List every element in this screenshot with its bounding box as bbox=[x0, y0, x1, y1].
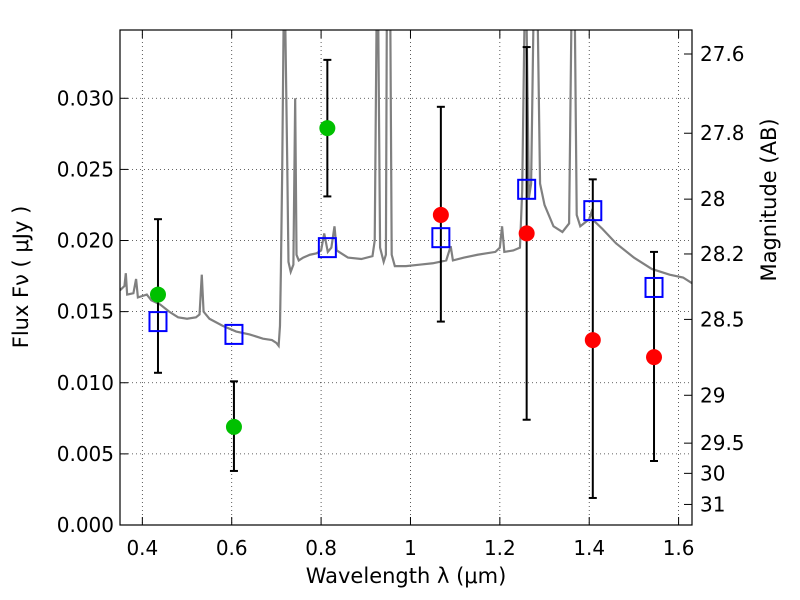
green-data-point bbox=[225, 418, 242, 435]
y2-tick-label: 28.2 bbox=[700, 242, 745, 266]
model-square-marker bbox=[431, 227, 451, 249]
y2-tick-label: 28.5 bbox=[700, 307, 745, 331]
y-tick-label: 0.030 bbox=[57, 86, 114, 110]
y2-tick-label: 29 bbox=[700, 383, 725, 407]
data-markers bbox=[148, 120, 664, 435]
y-tick-label: 0.020 bbox=[57, 229, 114, 253]
y2-tick-label: 27.6 bbox=[700, 42, 745, 66]
y-tick-label: 0.000 bbox=[57, 513, 114, 537]
y2-tick-label: 29.5 bbox=[700, 431, 745, 455]
y2-axis-label: Magnitude (AB) bbox=[757, 118, 781, 281]
y-tick-label: 0.010 bbox=[57, 371, 114, 395]
red-data-point bbox=[646, 349, 663, 366]
model-square-marker bbox=[148, 311, 168, 333]
y2-tick-label: 28 bbox=[700, 187, 725, 211]
y-tick-label: 0.025 bbox=[57, 157, 114, 181]
y-tick-label: 0.015 bbox=[57, 300, 114, 324]
green-data-point bbox=[149, 286, 166, 303]
x-axis-label: Wavelength λ (μm) bbox=[306, 564, 507, 588]
y2-tick-label: 30 bbox=[700, 461, 725, 485]
y-axis-label: Flux Fν ( μJy ) bbox=[9, 206, 33, 349]
axis-ticks bbox=[120, 30, 692, 526]
model-square-marker bbox=[224, 323, 244, 345]
plot-area bbox=[120, 30, 692, 499]
model-square-marker bbox=[317, 237, 337, 259]
red-data-point bbox=[584, 332, 601, 349]
red-data-point bbox=[518, 225, 535, 242]
model-square-marker bbox=[644, 276, 664, 298]
y2-tick-label: 27.8 bbox=[700, 121, 745, 145]
x-tick-label: 1 bbox=[404, 536, 417, 560]
x-tick-label: 0.4 bbox=[126, 536, 158, 560]
x-tick-label: 0.6 bbox=[216, 536, 248, 560]
tick-labels: 0.4 0.6 0.8 1 1.2 1.4 1.6 0.000 0.005 0.010 0.015 0… bbox=[57, 42, 745, 560]
model-square-marker bbox=[517, 178, 537, 200]
red-data-point bbox=[432, 206, 449, 223]
plot-frame bbox=[119, 29, 693, 526]
x-tick-label: 1.4 bbox=[573, 536, 605, 560]
grid-lines bbox=[120, 30, 692, 526]
x-tick-label: 0.8 bbox=[305, 536, 337, 560]
x-tick-label: 1.2 bbox=[484, 536, 516, 560]
y-tick-label: 0.005 bbox=[57, 442, 114, 466]
y2-tick-label: 31 bbox=[700, 492, 725, 516]
green-data-point bbox=[319, 120, 336, 137]
x-tick-label: 1.6 bbox=[663, 536, 695, 560]
spectrum-line bbox=[120, 30, 692, 349]
model-square-marker bbox=[583, 200, 603, 222]
